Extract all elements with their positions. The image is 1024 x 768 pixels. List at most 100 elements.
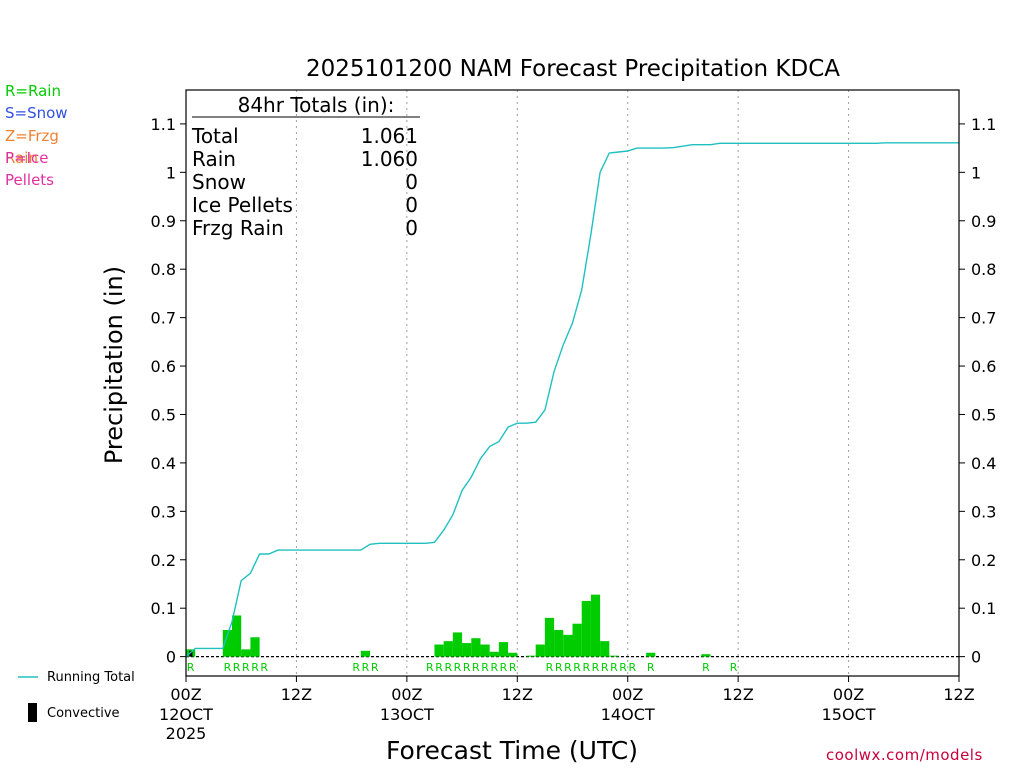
ptype-mark-rain: R	[619, 661, 627, 674]
ptype-mark-rain: R	[233, 661, 241, 674]
totals-row-label: Total	[191, 124, 239, 148]
precip-bar	[535, 644, 545, 657]
y-tick-label-right: 0.2	[971, 551, 996, 570]
ptype-mark-rain: R	[472, 661, 480, 674]
chart-title: 2025101200 NAM Forecast Precipitation KD…	[306, 56, 840, 82]
y-tick-label-right: 0.3	[971, 502, 996, 521]
totals-row-value: 0	[405, 216, 418, 240]
y-tick-label: 1.1	[151, 115, 176, 134]
ptype-mark-rain: R	[730, 661, 738, 674]
x-tick-label-time: 00Z	[612, 685, 643, 704]
totals-row-value: 1.061	[361, 124, 418, 148]
precip-bar	[443, 641, 453, 657]
precip-bar	[498, 642, 509, 657]
precip-bar	[563, 634, 573, 657]
x-tick-label-time: 00Z	[391, 685, 422, 704]
ptype-mark-rain: R	[444, 661, 452, 674]
ptype-mark-rain: R	[352, 661, 360, 674]
precip-bar	[590, 594, 601, 657]
precip-bar	[572, 623, 582, 657]
ptype-mark-rain: R	[564, 661, 572, 674]
ptype-mark-rain: R	[463, 661, 471, 674]
x-tick-label-time: 12Z	[722, 685, 753, 704]
y-tick-label: 0.8	[151, 260, 176, 279]
precip-bar	[250, 637, 260, 657]
precip-bar	[480, 644, 490, 657]
precip-bar	[434, 644, 444, 657]
plot-frame	[185, 89, 960, 677]
y-tick-label: 0.6	[151, 357, 176, 376]
y-tick-label: 0.7	[151, 309, 176, 328]
precip-bar	[489, 651, 499, 657]
ptype-mark-rain: R	[242, 661, 250, 674]
plot-border	[185, 89, 960, 677]
x-tick-label-time: 12Z	[281, 685, 312, 704]
y-ticks-left: 0 0.1 0.2 0.3 0.4 0.5 0.6 0.7 0.8 0.9 1 1.1	[151, 115, 186, 667]
gridlines	[295, 90, 850, 676]
precip-bar	[508, 652, 518, 657]
precip-bar	[526, 655, 536, 657]
y-tick-label: 0.5	[151, 405, 176, 424]
ptype-mark-rain: R	[251, 661, 259, 674]
y-tick-label-right: 0.5	[971, 405, 996, 424]
precip-bar	[609, 655, 619, 657]
precip-bar	[701, 654, 711, 657]
running-total-series	[185, 142, 959, 658]
ptype-mark-rain: R	[187, 661, 195, 674]
y-tick-label-right: 0.6	[971, 357, 996, 376]
y-tick-label-right: 1	[971, 163, 981, 182]
precip-bar	[471, 638, 481, 657]
series-key	[18, 676, 38, 722]
totals-row-label: Rain	[192, 147, 236, 171]
totals-box: 84hr Totals (in): Total 1.061 Rain 1.060 Snow…	[191, 93, 420, 240]
ptype-mark-rain: R	[481, 661, 489, 674]
ptype-mark-rain: R	[260, 661, 268, 674]
x-axis-label: Forecast Time (UTC)	[386, 736, 638, 765]
ptype-mark-rain: R	[582, 661, 590, 674]
y-tick-label-right: 0.7	[971, 309, 996, 328]
x-tick-label-time: 00Z	[170, 685, 201, 704]
totals-row-value: 0	[405, 193, 418, 217]
hourly-precip-bars	[186, 594, 711, 657]
convective-key-swatch	[28, 703, 37, 722]
x-tick-label-date: 12OCT	[159, 705, 213, 724]
running-total-line	[185, 142, 959, 658]
ptype-mark-rain: R	[435, 661, 443, 674]
x-tick-label-time: 12Z	[943, 685, 974, 704]
x-tick-label-year: 2025	[166, 724, 207, 743]
legend-rain: R=Rain	[5, 82, 61, 100]
precip-bar	[241, 649, 251, 657]
precip-bar	[452, 632, 463, 657]
ptype-mark-rain: R	[500, 661, 508, 674]
y-tick-label-right: 0	[971, 648, 981, 667]
totals-row-label: Snow	[192, 170, 246, 194]
x-tick-label-date: 15OCT	[822, 705, 876, 724]
y-tick-label-right: 0.1	[971, 599, 996, 618]
y-tick-label: 0.2	[151, 551, 176, 570]
y-tick-label: 0	[166, 648, 176, 667]
ptype-mark-rain: R	[426, 661, 434, 674]
totals-row-value: 1.060	[361, 147, 418, 171]
y-tick-label-right: 0.8	[971, 260, 996, 279]
ptype-mark-rain: R	[224, 661, 232, 674]
convective-key-label: Convective	[47, 706, 120, 721]
precip-bar	[222, 629, 233, 657]
x-tick-label-time: 00Z	[833, 685, 864, 704]
ptype-mark-rain: R	[573, 661, 581, 674]
legend-frzg-rain: Z=Frzg Rain	[5, 127, 59, 167]
x-tick-label-time: 12Z	[502, 685, 533, 704]
ptype-mark-rain: R	[454, 661, 462, 674]
precip-bar	[232, 615, 242, 657]
credit-text: coolwx.com/models	[826, 746, 983, 764]
precip-bar	[554, 629, 564, 657]
ptype-mark-rain: R	[592, 661, 600, 674]
precip-bar	[544, 617, 555, 657]
y-tick-label: 1	[166, 163, 176, 182]
ptype-mark-rain: R	[509, 661, 517, 674]
y-tick-label-right: 1.1	[971, 115, 996, 134]
ptype-mark-rain: R	[490, 661, 498, 674]
convective-bar	[189, 650, 193, 657]
y-axis-label: Precipitation (in)	[100, 266, 128, 464]
